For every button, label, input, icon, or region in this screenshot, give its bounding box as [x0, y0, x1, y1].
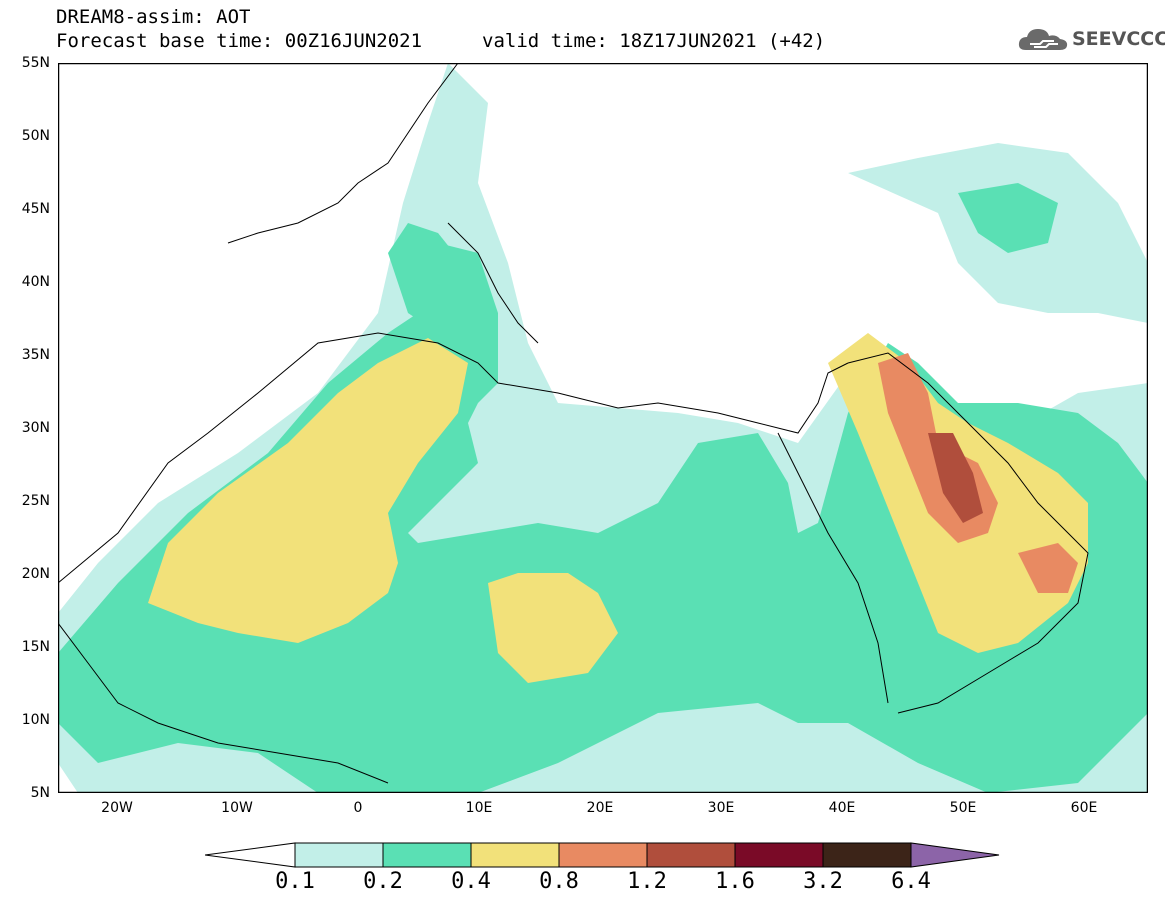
colorbar-label-1.2: 1.2 — [627, 869, 667, 894]
lat-label-35n: 35N — [21, 347, 50, 363]
lon-label-20e: 20E — [586, 800, 614, 816]
lon-label-30e: 30E — [707, 800, 735, 816]
seevccc-logo: SEEVCCC — [1016, 24, 1165, 58]
coastline-europe — [227, 63, 459, 244]
colorbar-arrow-low — [205, 842, 296, 868]
lat-label-55n: 55N — [21, 55, 50, 71]
aot-contour-0.8-oman — [1018, 543, 1078, 593]
colorbar-bin-1.2 — [646, 842, 736, 868]
lat-label-15n: 15N — [21, 639, 50, 655]
colorbar-arrow-high — [910, 842, 1000, 868]
aot-contour-1.2 — [928, 433, 983, 523]
aot-contour-0.2-italy — [388, 223, 498, 353]
lat-label-5n: 5N — [30, 785, 50, 801]
forecast-base-time: Forecast base time: 00Z16JUN2021 — [56, 30, 423, 52]
aot-contour-0.4-west — [148, 338, 468, 643]
colorbar-bin-0.4 — [470, 842, 560, 868]
lon-label-50e: 50E — [949, 800, 977, 816]
colorbar-bin-1.6 — [734, 842, 824, 868]
lon-label-40e: 40E — [828, 800, 856, 816]
colorbar-label-0.8: 0.8 — [539, 869, 579, 894]
lat-label-20n: 20N — [21, 566, 50, 582]
cloud-icon — [1018, 29, 1068, 50]
lat-label-40n: 40N — [21, 274, 50, 290]
colorbar-label-0.1: 0.1 — [275, 869, 315, 894]
lon-label-10w: 10W — [221, 800, 253, 816]
coastline-red-sea — [777, 432, 889, 704]
colorbar-bin-0.1 — [294, 842, 384, 868]
map-area — [58, 63, 1148, 793]
aot-contour-0.2-caspian — [958, 183, 1058, 253]
lon-label-10e: 10E — [465, 800, 493, 816]
valid-time: valid time: 18Z17JUN2021 (+42) — [482, 30, 826, 52]
colorbar-label-0.4: 0.4 — [451, 869, 491, 894]
lat-label-25n: 25N — [21, 493, 50, 509]
lon-label-0: 0 — [353, 800, 363, 816]
map-title: DREAM8-assim: AOT — [56, 6, 251, 28]
coastline-arabia — [847, 352, 1089, 714]
lat-label-30n: 30N — [21, 420, 50, 436]
colorbar-bin-0.2 — [382, 842, 472, 868]
lon-label-20w: 20W — [101, 800, 133, 816]
lon-label-60e: 60E — [1070, 800, 1098, 816]
logo-text: SEEVCCC — [1072, 28, 1165, 50]
aot-contour-0.4-central — [488, 573, 618, 683]
colorbar-bin-0.8 — [558, 842, 648, 868]
aot-colorbar — [205, 842, 1000, 868]
aot-field-map — [58, 63, 1148, 793]
colorbar-label-6.4: 6.4 — [891, 869, 931, 894]
colorbar-label-3.2: 3.2 — [803, 869, 843, 894]
coastline-italy — [447, 222, 539, 344]
colorbar-label-1.6: 1.6 — [715, 869, 755, 894]
lat-label-45n: 45N — [21, 201, 50, 217]
coastline-north-africa — [58, 332, 849, 584]
lat-label-50n: 50N — [21, 128, 50, 144]
coastline-west-africa — [58, 622, 389, 784]
colorbar-label-0.2: 0.2 — [363, 869, 403, 894]
lat-label-10n: 10N — [21, 712, 50, 728]
colorbar-bin-3.2 — [822, 842, 912, 868]
